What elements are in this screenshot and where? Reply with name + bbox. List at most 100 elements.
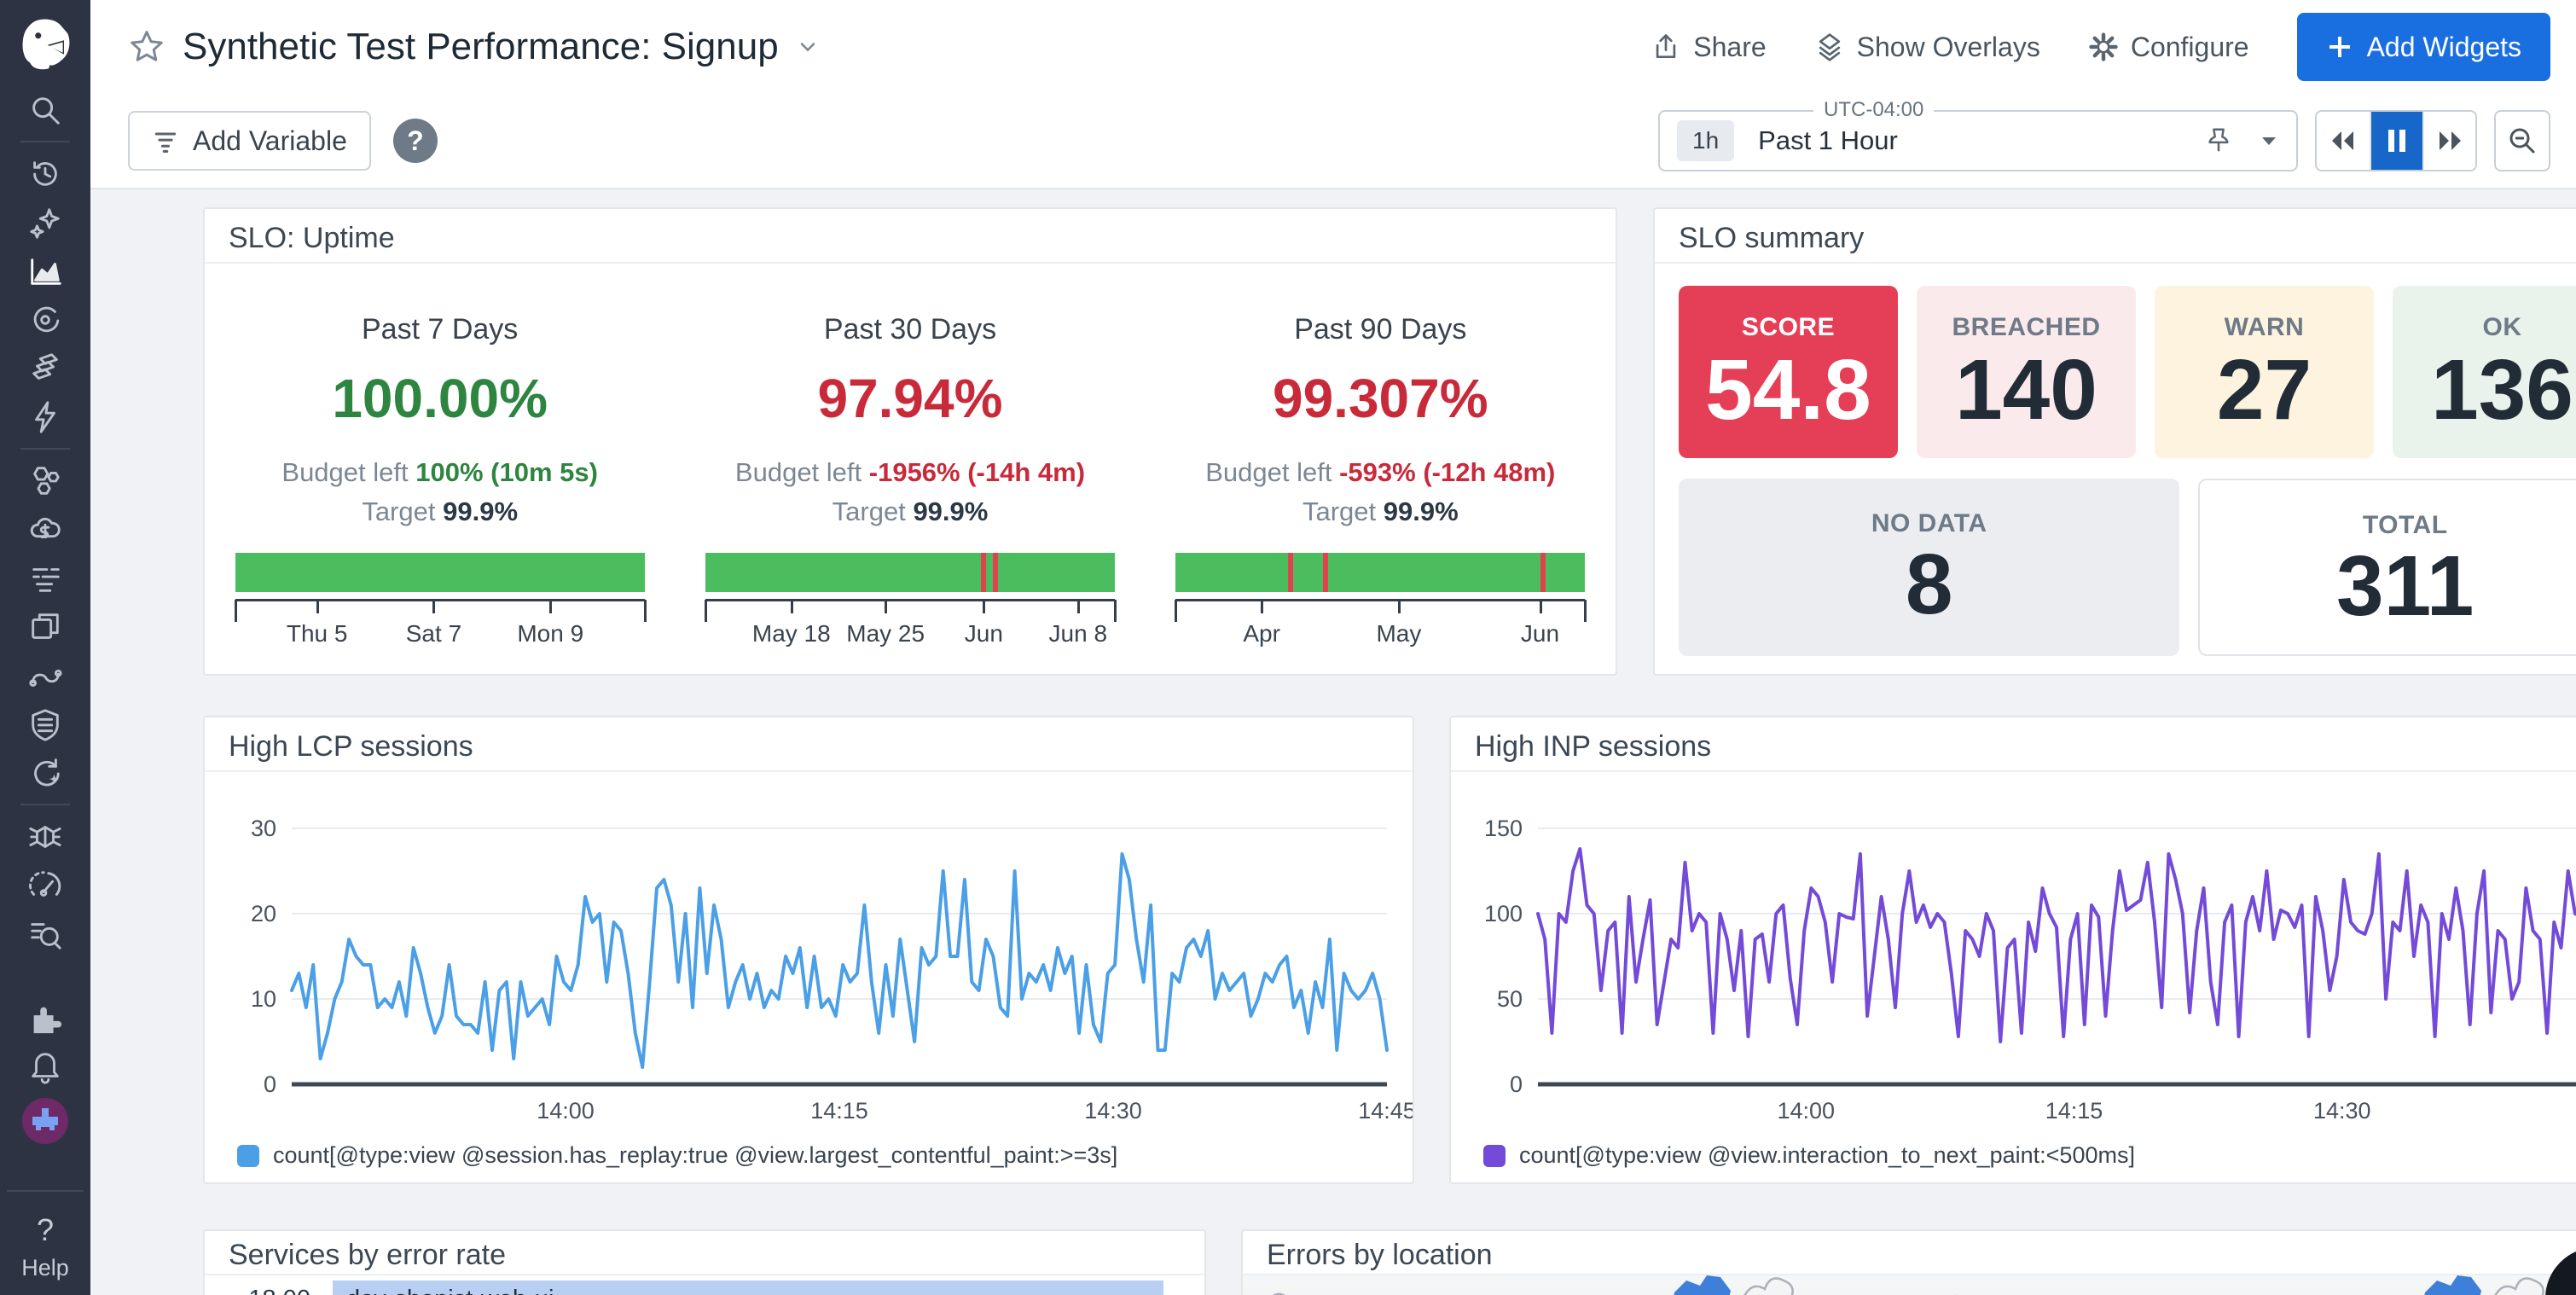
stat-card-breached[interactable]: BREACHED 140: [1917, 286, 2136, 458]
service-bar-row[interactable]: 18.00 dev-shopist-web-ui: [205, 1280, 1204, 1295]
lightning-bolt-icon: [35, 400, 55, 433]
puzzle-icon: [33, 1007, 62, 1033]
widget-high-lcp: High LCP sessions 0 10 20 30 14:00 14:15 14:30…: [203, 716, 1414, 1184]
svg-text:10: 10: [251, 986, 276, 1012]
sidebar-item-logs[interactable]: [0, 554, 90, 602]
widget-title: High LCP sessions: [205, 717, 1413, 772]
stat-value: 54.8: [1705, 342, 1871, 438]
slo-period-90d[interactable]: Past 90 Days 99.307% Budget left -593% (…: [1146, 264, 1616, 652]
stat-value: 311: [2336, 538, 2474, 634]
time-forward-button[interactable]: [2422, 112, 2475, 170]
sidebar-item-workflows[interactable]: [0, 748, 90, 797]
pin-icon[interactable]: [2204, 126, 2233, 155]
shield-icon: [32, 708, 59, 741]
stat-card-ok[interactable]: OK 136: [2393, 286, 2576, 458]
sidebar-item-cloud-cost[interactable]: [0, 505, 90, 554]
inp-legend[interactable]: count[@type:view @view.interaction_to_ne…: [1483, 1142, 2135, 1169]
layers-cubes-icon: [32, 352, 58, 380]
configure-button[interactable]: Configure: [2088, 32, 2249, 63]
stat-card-total[interactable]: TOTAL 311: [2198, 479, 2576, 656]
datadog-logo[interactable]: [0, 0, 90, 85]
time-range-picker[interactable]: UTC-04:00 1h Past 1 Hour: [1658, 98, 2298, 171]
dashboard-title-group: Synthetic Test Performance: Signup: [128, 26, 820, 68]
show-overlays-label: Show Overlays: [1856, 31, 2040, 62]
dashboard-help-icon[interactable]: ?: [392, 119, 438, 163]
svg-text:0: 0: [264, 1071, 276, 1097]
svg-text:14:15: 14:15: [810, 1098, 868, 1124]
lcp-line-chart[interactable]: 0 10 20 30 14:00 14:15 14:30 14:45: [225, 806, 1413, 1130]
svg-text:100: 100: [1484, 901, 1523, 926]
legend-query: count[@type:view @session.has_replay:tru…: [273, 1142, 1118, 1168]
add-variable-button[interactable]: Add Variable: [128, 111, 371, 171]
slo-summary-bottom-row: NO DATA 8 TOTAL 311: [1679, 479, 2576, 656]
slo-value: 97.94%: [817, 368, 1003, 429]
time-backward-button[interactable]: [2317, 112, 2370, 170]
stat-card-nodata[interactable]: NO DATA 8: [1679, 479, 2180, 656]
stat-value: 140: [1955, 342, 2097, 438]
caret-down-icon[interactable]: [2259, 131, 2279, 151]
sidebar-item-events[interactable]: [0, 392, 90, 441]
sidebar-item-recent[interactable]: [0, 149, 90, 198]
page-title[interactable]: Synthetic Test Performance: Signup: [183, 26, 779, 67]
show-overlays-button[interactable]: Show Overlays: [1814, 32, 2040, 63]
header-title-row: Synthetic Test Performance: Signup Share…: [90, 0, 2576, 94]
widget-title: High INP sessions: [1451, 717, 2576, 772]
help-icon[interactable]: ?: [36, 1212, 55, 1247]
sidebar-item-rum[interactable]: [0, 602, 90, 651]
sidebar-item-log-explorer[interactable]: [0, 909, 90, 958]
sidebar-item-infrastructure[interactable]: [0, 295, 90, 344]
datadog-dog-icon: [22, 19, 70, 70]
sidebar-divider: [20, 804, 70, 805]
slo-value: 99.307%: [1272, 368, 1488, 429]
sidebar-divider: [20, 448, 70, 450]
sidebar-item-notifications[interactable]: [0, 1042, 90, 1091]
fast-forward-icon: [2440, 131, 2461, 150]
slo-period-30d[interactable]: Past 30 Days 97.94% Budget left -1956% (…: [675, 264, 1145, 652]
svg-text:14:15: 14:15: [2045, 1098, 2103, 1124]
zoom-out-button[interactable]: [2494, 110, 2550, 171]
widget-title: Errors by location: [1243, 1231, 2576, 1275]
chevron-down-icon[interactable]: [796, 35, 820, 59]
help-label[interactable]: Help: [21, 1255, 69, 1280]
add-widgets-button[interactable]: Add Widgets: [2296, 13, 2550, 81]
time-range-label: Past 1 Hour: [1758, 125, 1898, 155]
bell-icon: [32, 1052, 59, 1084]
widget-slo-summary: SLO summary SCORE 54.8 BREACHED 140 WARN: [1653, 207, 2576, 676]
pause-button[interactable]: [2370, 112, 2422, 170]
stat-card-warn[interactable]: WARN 27: [2155, 286, 2374, 458]
sparkles-icon: [30, 207, 60, 239]
slo-period-7d[interactable]: Past 7 Days 100.00% Budget left 100% (10…: [205, 264, 675, 652]
sidebar-item-dashboards[interactable]: [0, 247, 90, 295]
slo-budget: Budget left -1956% (-14h 4m): [734, 457, 1086, 487]
world-map[interactable]: [1243, 1275, 2576, 1295]
header-controls-row: Add Variable ? UTC-04:00 1h Past 1 Hour: [90, 94, 2576, 188]
star-icon[interactable]: [128, 28, 165, 66]
stat-value: 27: [2216, 342, 2312, 438]
cloud-dollar-icon: [30, 517, 61, 538]
slo-summary-body: SCORE 54.8 BREACHED 140 WARN 27 OK: [1655, 264, 2576, 674]
sidebar-item-service-map[interactable]: [0, 456, 90, 505]
sidebar-item-security[interactable]: [0, 700, 90, 748]
user-avatar[interactable]: [22, 1098, 68, 1144]
time-range-chip[interactable]: 1h: [1677, 120, 1735, 161]
sidebar-item-ai[interactable]: [0, 198, 90, 247]
sidebar-item-search[interactable]: [0, 85, 90, 134]
header-actions: Share Show Overlays Configure Add Widget…: [1651, 13, 2550, 81]
sidebar-item-error-tracking[interactable]: [0, 812, 90, 861]
sidebar-item-integrations-layers[interactable]: [0, 344, 90, 392]
svg-text:14:00: 14:00: [537, 1098, 595, 1124]
share-button[interactable]: Share: [1651, 32, 1767, 63]
slo-value: 100.00%: [332, 368, 548, 429]
slo-status-bar: Apr May Jun: [1175, 553, 1587, 652]
search-icon: [32, 96, 60, 125]
sidebar-item-ci-pipelines[interactable]: [0, 651, 90, 700]
lcp-legend[interactable]: count[@type:view @session.has_replay:tru…: [237, 1142, 1117, 1169]
add-widgets-label: Add Widgets: [2366, 31, 2521, 62]
slo-bar-axis: May 18 May 25 Jun Jun 8: [704, 599, 1117, 652]
sidebar-item-performance[interactable]: [0, 861, 90, 909]
sidebar-item-integrations[interactable]: [0, 994, 90, 1042]
history-clock-icon: [33, 160, 57, 186]
stat-card-score[interactable]: SCORE 54.8: [1679, 286, 1898, 458]
area-chart-icon: [31, 258, 61, 285]
